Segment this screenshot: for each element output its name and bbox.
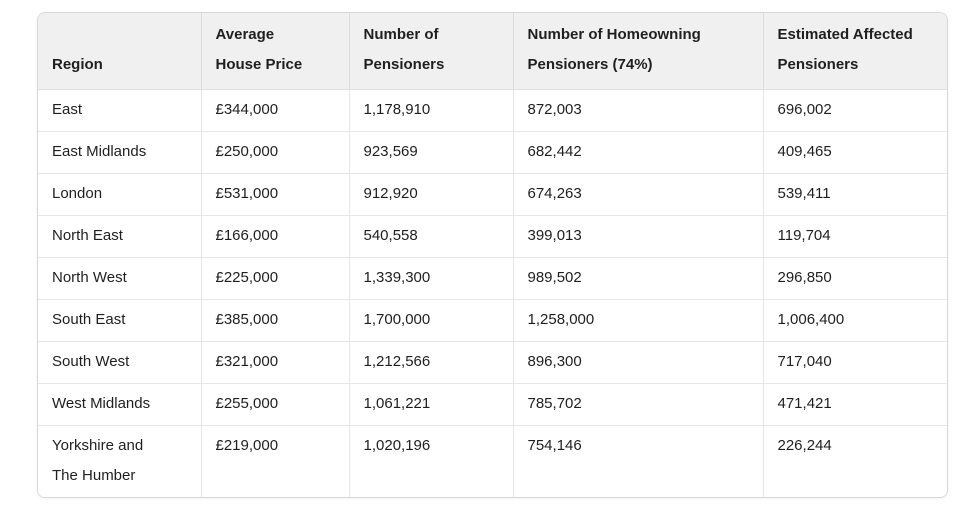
cell-estimated-affected-pensioners: 539,411 xyxy=(763,173,947,216)
table-row-london: London £531,000 912,920 674,263 539,411 xyxy=(38,173,947,216)
cell-number-of-pensioners: 1,178,910 xyxy=(349,89,514,132)
cell-average-house-price: £255,000 xyxy=(201,383,350,426)
table-header-row: Region Average House Price Number of Pen… xyxy=(38,13,947,90)
cell-estimated-affected-pensioners: 409,465 xyxy=(763,131,947,174)
cell-region: South West xyxy=(38,341,202,384)
cell-homeowning-pensioners: 1,258,000 xyxy=(513,299,764,342)
cell-estimated-affected-pensioners: 226,244 xyxy=(763,425,947,497)
column-header-homeowning-pensioners: Number of Homeowning Pensioners (74%) xyxy=(513,13,764,90)
cell-average-house-price: £225,000 xyxy=(201,257,350,300)
cell-homeowning-pensioners: 896,300 xyxy=(513,341,764,384)
cell-homeowning-pensioners: 872,003 xyxy=(513,89,764,132)
cell-number-of-pensioners: 540,558 xyxy=(349,215,514,258)
cell-average-house-price: £385,000 xyxy=(201,299,350,342)
cell-homeowning-pensioners: 674,263 xyxy=(513,173,764,216)
cell-number-of-pensioners: 923,569 xyxy=(349,131,514,174)
table-row-yorkshire-and-the-humber: Yorkshire and The Humber £219,000 1,020,… xyxy=(38,425,947,497)
cell-average-house-price: £531,000 xyxy=(201,173,350,216)
cell-estimated-affected-pensioners: 471,421 xyxy=(763,383,947,426)
table-row-south-west: South West £321,000 1,212,566 896,300 71… xyxy=(38,341,947,384)
column-header-region: Region xyxy=(38,13,202,90)
table-row-north-east: North East £166,000 540,558 399,013 119,… xyxy=(38,215,947,258)
regional-pensioners-table-card: Region Average House Price Number of Pen… xyxy=(37,12,948,498)
table-row-north-west: North West £225,000 1,339,300 989,502 29… xyxy=(38,257,947,300)
regional-pensioners-table: Region Average House Price Number of Pen… xyxy=(38,13,947,497)
cell-region: West Midlands xyxy=(38,383,202,426)
cell-region: London xyxy=(38,173,202,216)
cell-average-house-price: £219,000 xyxy=(201,425,350,497)
table-row-south-east: South East £385,000 1,700,000 1,258,000 … xyxy=(38,299,947,342)
cell-estimated-affected-pensioners: 696,002 xyxy=(763,89,947,132)
cell-region: East xyxy=(38,89,202,132)
cell-homeowning-pensioners: 754,146 xyxy=(513,425,764,497)
cell-homeowning-pensioners: 399,013 xyxy=(513,215,764,258)
cell-homeowning-pensioners: 989,502 xyxy=(513,257,764,300)
column-header-average-house-price: Average House Price xyxy=(201,13,350,90)
cell-number-of-pensioners: 1,700,000 xyxy=(349,299,514,342)
cell-number-of-pensioners: 1,339,300 xyxy=(349,257,514,300)
table-row-east: East £344,000 1,178,910 872,003 696,002 xyxy=(38,89,947,132)
cell-homeowning-pensioners: 785,702 xyxy=(513,383,764,426)
cell-estimated-affected-pensioners: 717,040 xyxy=(763,341,947,384)
cell-homeowning-pensioners: 682,442 xyxy=(513,131,764,174)
cell-region: South East xyxy=(38,299,202,342)
cell-number-of-pensioners: 1,020,196 xyxy=(349,425,514,497)
cell-average-house-price: £321,000 xyxy=(201,341,350,384)
table-row-west-midlands: West Midlands £255,000 1,061,221 785,702… xyxy=(38,383,947,426)
cell-average-house-price: £344,000 xyxy=(201,89,350,132)
cell-region: North West xyxy=(38,257,202,300)
cell-number-of-pensioners: 912,920 xyxy=(349,173,514,216)
table-row-east-midlands: East Midlands £250,000 923,569 682,442 4… xyxy=(38,131,947,174)
cell-average-house-price: £166,000 xyxy=(201,215,350,258)
column-header-number-of-pensioners: Number of Pensioners xyxy=(349,13,514,90)
cell-average-house-price: £250,000 xyxy=(201,131,350,174)
column-header-estimated-affected-pensioners: Estimated Affected Pensioners xyxy=(763,13,947,90)
cell-estimated-affected-pensioners: 1,006,400 xyxy=(763,299,947,342)
cell-region: Yorkshire and The Humber xyxy=(38,425,202,497)
cell-region: North East xyxy=(38,215,202,258)
cell-region: East Midlands xyxy=(38,131,202,174)
cell-estimated-affected-pensioners: 296,850 xyxy=(763,257,947,300)
cell-estimated-affected-pensioners: 119,704 xyxy=(763,215,947,258)
cell-number-of-pensioners: 1,061,221 xyxy=(349,383,514,426)
cell-number-of-pensioners: 1,212,566 xyxy=(349,341,514,384)
